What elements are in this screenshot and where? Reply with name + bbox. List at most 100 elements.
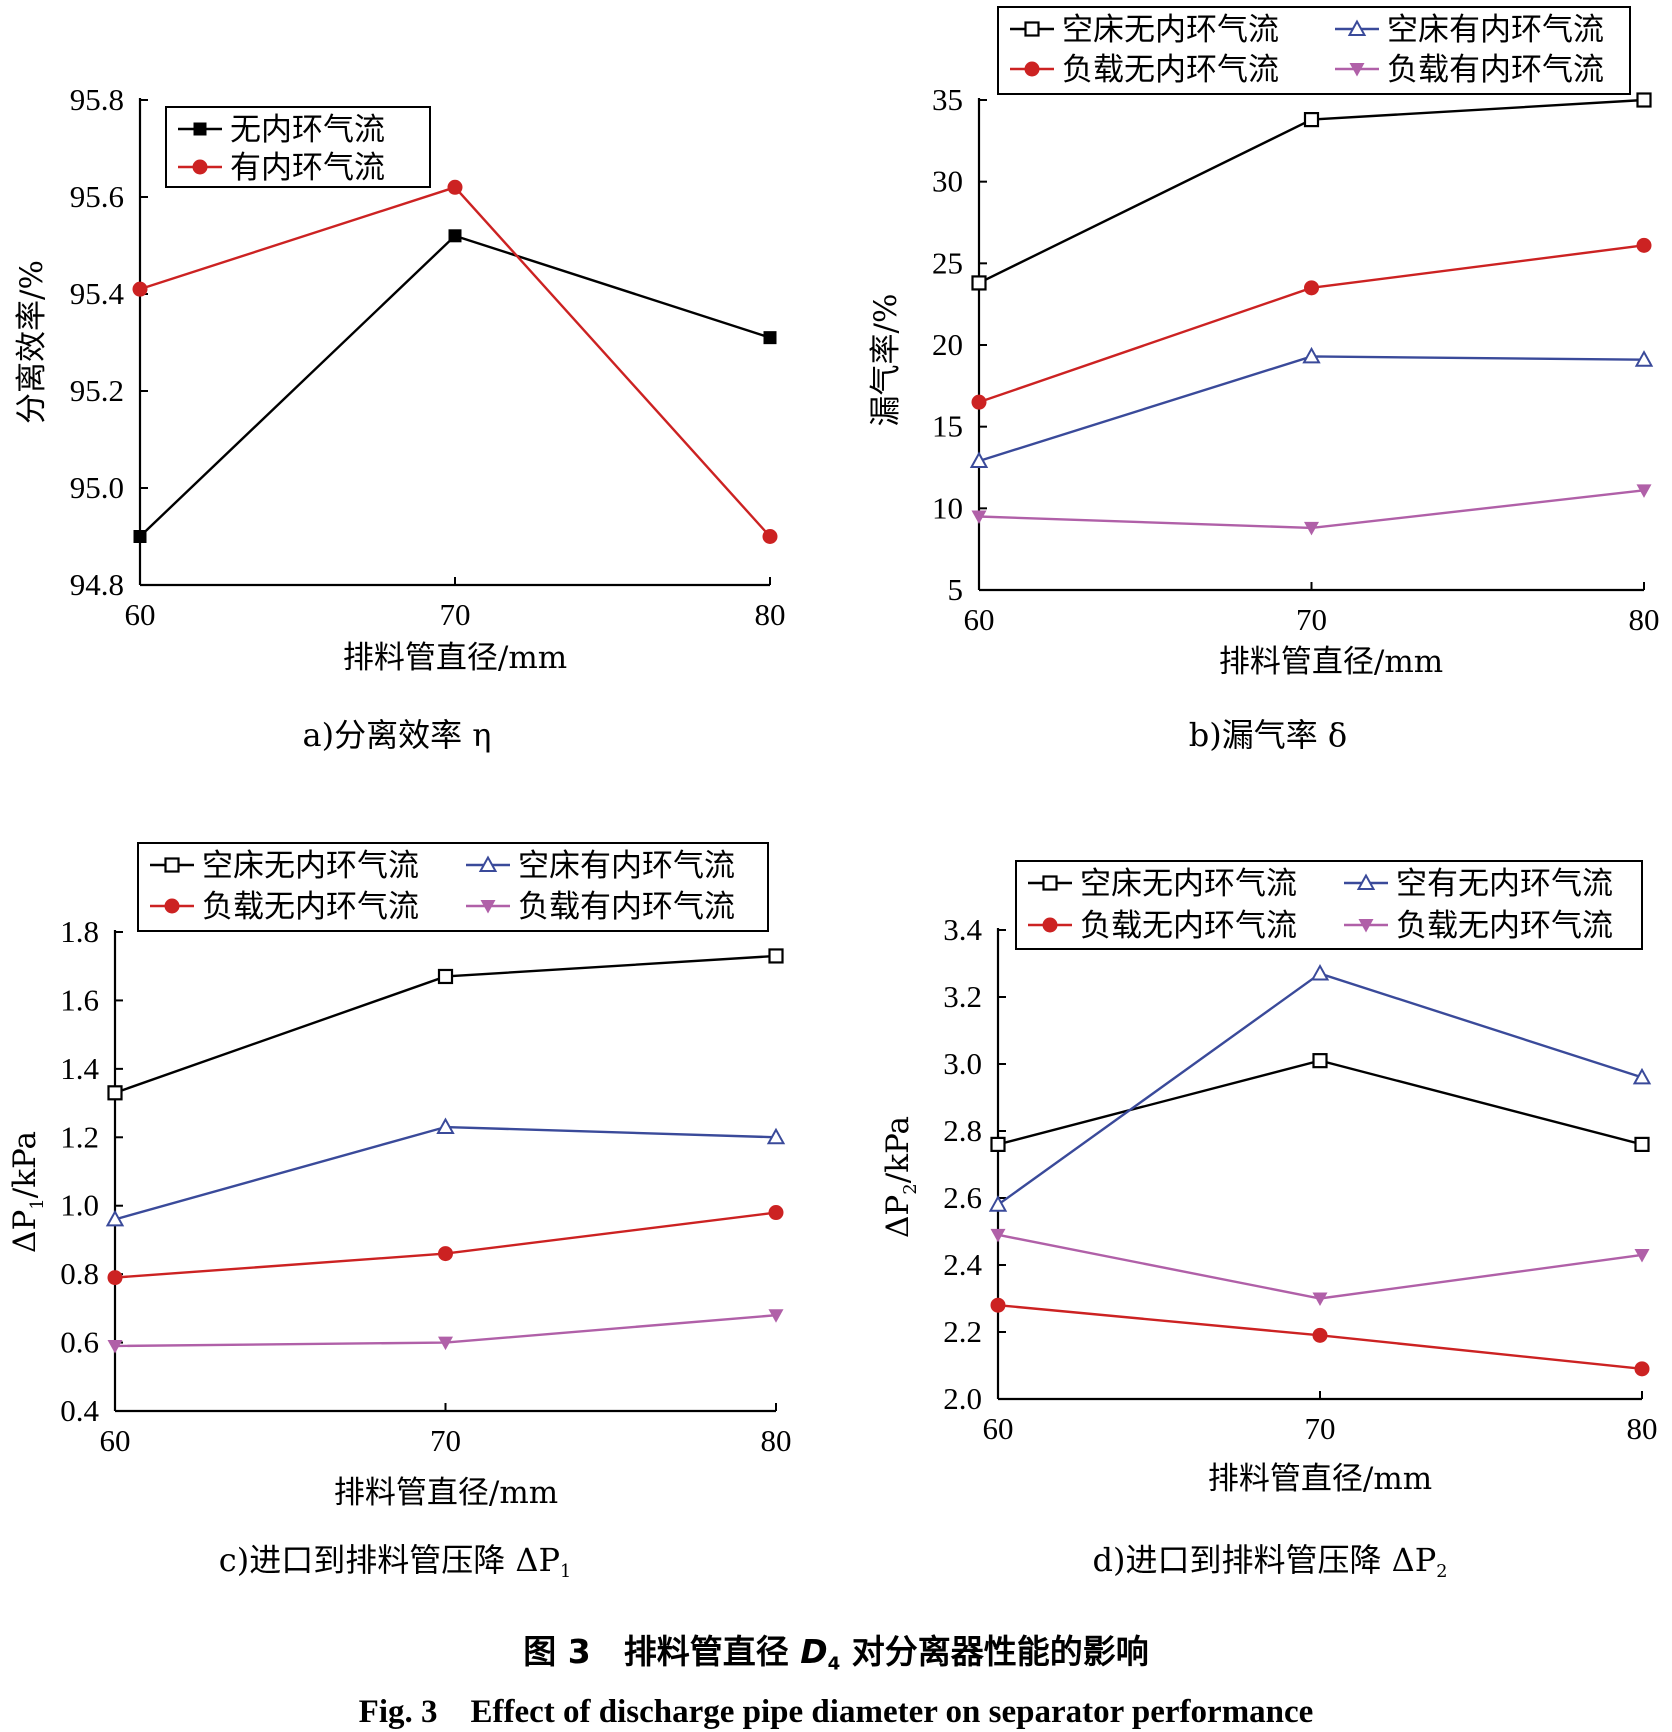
x-tick-label: 70 [1296, 602, 1327, 637]
y-tick-label: 95.8 [70, 82, 124, 117]
y-tick-label: 1.0 [60, 1188, 99, 1223]
series-2-point [447, 179, 463, 195]
y-tick-label: 2.6 [943, 1180, 982, 1215]
y-tick-label: 0.8 [60, 1256, 99, 1291]
y-tick-label: 2.8 [943, 1113, 982, 1148]
caption-d-text: d)进口到排料管压降 ΔP [1092, 1541, 1437, 1579]
legend-label: 无内环气流 [230, 112, 385, 148]
y-tick-label: 0.6 [60, 1325, 99, 1360]
caption-c: c)进口到排料管压降 ΔP1 [219, 1535, 571, 1582]
legend-swatch-marker [1024, 61, 1040, 77]
x-tick-label: 80 [755, 597, 786, 632]
figure-title: 图 3 排料管直径 D4 对分离器性能的影响 [523, 1625, 1148, 1674]
x-axis-label: 排料管直径/mm [1208, 1461, 1432, 1497]
legend-swatch-marker [192, 159, 208, 175]
chart-d: 2.0 2.2 2.4 2.6 2.8 3.0 3.2 3.4 60 70 80 排料管直径/mm ΔP… [880, 860, 1658, 1497]
legend-label: 空床无内环气流 [1062, 12, 1279, 48]
series-2-point [1632, 1067, 1652, 1085]
series-4-point [1634, 1248, 1650, 1263]
y-axis-label-unit: /kPa [7, 1131, 43, 1198]
legend-swatch-marker [1042, 875, 1058, 891]
chart-b: 5 10 15 20 25 30 35 60 70 80 排料管直径/mm 漏气率/% 空床无内环气流 空… [868, 6, 1660, 680]
series-1-point [1636, 92, 1652, 108]
series-2-point [969, 451, 989, 468]
series-2-point [1310, 963, 1330, 981]
y-tick-label: 2.2 [943, 1314, 982, 1349]
caption-d: d)进口到排料管压降 ΔP2 [1093, 1535, 1448, 1582]
y-tick-label: 10 [932, 490, 963, 525]
x-axis-label: 排料管直径/mm [1219, 644, 1443, 680]
x-tick-label: 70 [440, 597, 471, 632]
x-tick-label: 80 [1629, 602, 1660, 637]
y-tick-label: 2.4 [943, 1247, 982, 1282]
y-axis-label-unit: /kPa [880, 1116, 916, 1183]
series-2-point [1302, 346, 1321, 364]
series-1-point [768, 948, 784, 964]
caption-a: a)分离效率 η [302, 716, 492, 754]
series-1-line [139, 234, 771, 538]
y-axis-label-symbol: ΔP [880, 1195, 916, 1238]
series-1-point [990, 1136, 1006, 1152]
y-axis-label-symbol: ΔP [7, 1210, 43, 1253]
legend-label: 负载无内环气流 [1396, 908, 1613, 944]
y-tick-label: 30 [932, 164, 963, 199]
x-axis-label: 排料管直径/mm [343, 640, 567, 676]
series-1-point [107, 1085, 123, 1101]
y-axis-label: 分离效率/% [14, 260, 50, 424]
y-tick-label: 1.6 [60, 982, 99, 1017]
series-2-point [132, 281, 148, 297]
y-tick-label: 20 [932, 327, 963, 362]
y-tick-label: 3.2 [943, 979, 982, 1014]
y-tick-label: 15 [932, 409, 963, 444]
series-1-point [1303, 111, 1320, 128]
legend-box [997, 6, 1631, 95]
figure-title-var: D [800, 1632, 828, 1671]
x-tick-label: 80 [1627, 1411, 1658, 1446]
series-2-point [105, 1209, 125, 1227]
legend-label: 有内环气流 [230, 150, 385, 186]
y-tick-label: 2.0 [943, 1381, 982, 1416]
legend-swatch-marker [164, 857, 180, 873]
y-tick-label: 3.0 [943, 1046, 982, 1081]
legend-swatch-marker [1042, 917, 1058, 933]
y-tick-label: 0.4 [60, 1393, 99, 1428]
x-tick-label: 60 [964, 602, 995, 637]
series-3-point [1312, 1327, 1328, 1343]
caption-c-text: c)进口到排料管压降 ΔP [218, 1541, 561, 1579]
series-4-point [107, 1339, 123, 1354]
series-4-point [768, 1309, 784, 1323]
series-3-point [107, 1270, 123, 1286]
y-tick-label: 1.8 [60, 914, 99, 949]
x-tick-label: 70 [1305, 1411, 1336, 1446]
x-tick-label: 80 [761, 1423, 792, 1458]
legend-label: 空床无内环气流 [202, 848, 419, 884]
legend-swatch-marker [193, 122, 207, 136]
x-tick-label: 70 [430, 1423, 461, 1458]
figure-title-prefix: 图 3 排料管直径 [523, 1632, 801, 1671]
legend-swatch-marker [164, 898, 180, 914]
series-1-point [763, 331, 777, 345]
series-2-point [762, 529, 778, 544]
series-3-line [114, 1211, 777, 1279]
series-4-point [1312, 1292, 1328, 1306]
series-1-line [997, 1059, 1643, 1146]
legend-label: 空床有内环气流 [518, 848, 735, 884]
y-tick-label: 95.4 [70, 276, 125, 311]
y-axis-label: ΔP2/kPa [880, 1116, 921, 1238]
series-3-point [768, 1205, 784, 1221]
y-tick-label: 95.6 [70, 179, 124, 214]
legend-label: 负载有内环气流 [1387, 52, 1604, 88]
y-tick-label: 5 [948, 572, 964, 607]
series-4-point [971, 510, 987, 524]
series-4-point [1636, 484, 1652, 498]
chart-a: 94.8 95.0 95.2 95.4 95.6 95.8 60 70 80 排料管直径/mm 分离… [14, 82, 786, 676]
y-tick-label: 3.4 [943, 912, 982, 947]
legend-label: 负载无内环气流 [1080, 908, 1297, 944]
y-axis-label-sub: 2 [900, 1183, 921, 1194]
legend-swatch-marker [1349, 63, 1365, 77]
legend-box [137, 842, 769, 932]
series-2-line [978, 355, 1645, 463]
legend-label: 负载无内环气流 [202, 889, 419, 925]
series-3-point [438, 1246, 453, 1262]
legend-label: 空床无内环气流 [1080, 866, 1297, 902]
